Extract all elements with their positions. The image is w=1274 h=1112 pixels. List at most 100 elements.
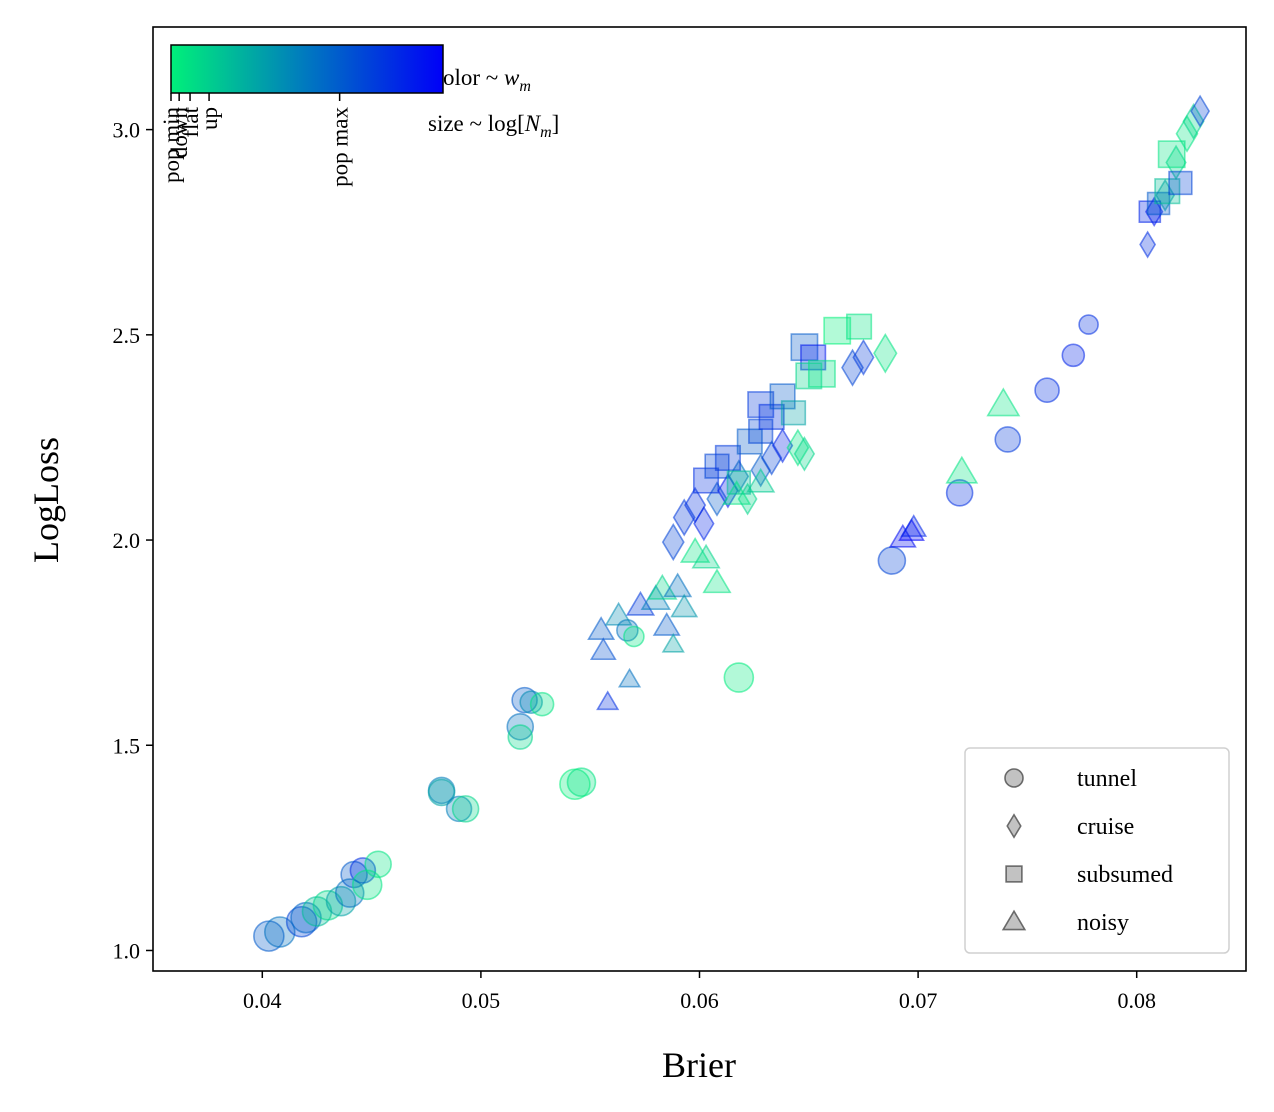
size-annotation-math: N <box>524 111 542 136</box>
data-point-diamond <box>1175 114 1199 153</box>
data-point-triangle <box>679 536 711 563</box>
data-point-square <box>780 400 807 426</box>
data-point-circle <box>945 479 974 507</box>
data-point-square <box>823 316 852 345</box>
legend-label: noisy <box>1077 910 1129 936</box>
y-tick-label: 3.0 <box>113 118 141 143</box>
data-point-triangle <box>746 467 776 493</box>
legend: tunnel cruise subsumed noisy <box>964 747 1230 954</box>
data-point-triangle <box>604 601 633 626</box>
legend-label: subsumed <box>1077 862 1173 888</box>
legend-marker-square <box>1005 865 1023 883</box>
data-point-square <box>1154 178 1181 205</box>
legend-marker-circle <box>1004 768 1024 788</box>
x-tick-label: 0.08 <box>1117 988 1156 1013</box>
data-point-diamond <box>672 498 696 537</box>
data-point-circle <box>566 767 597 798</box>
data-point-circle <box>623 625 645 648</box>
data-point-triangle <box>986 387 1021 417</box>
data-point-diamond <box>706 481 728 517</box>
data-point-triangle <box>900 514 928 537</box>
size-annotation-suffix: ] <box>552 111 560 136</box>
data-point-circle <box>1061 343 1086 368</box>
data-point-diamond <box>760 440 783 476</box>
data-point-triangle <box>596 690 620 711</box>
data-point-triangle <box>587 616 616 640</box>
data-point-triangle <box>702 568 732 594</box>
data-point-circle <box>445 795 473 823</box>
colorbar-gradient <box>170 44 444 94</box>
legend-box <box>964 747 1230 954</box>
data-point-circle <box>427 778 456 807</box>
data-point-square <box>714 444 741 472</box>
colorbar-tick-label: up <box>197 107 222 130</box>
data-point-circle <box>723 662 755 693</box>
legend-marker-diamond <box>1006 813 1022 839</box>
x-tick-label: 0.04 <box>243 988 282 1013</box>
size-annotation-prefix: size ~ log[ <box>428 111 525 136</box>
x-tick-label: 0.06 <box>680 988 719 1013</box>
data-point-circle <box>507 724 534 750</box>
colorbar-size-annotation: size ~ log[Nm] <box>428 111 559 141</box>
data-point-diamond <box>693 505 715 542</box>
data-point-diamond <box>873 332 898 374</box>
data-point-diamond <box>841 348 864 387</box>
data-points <box>253 94 1211 952</box>
colorbar-tick-label: flat <box>178 106 203 137</box>
data-point-triangle <box>945 455 979 484</box>
data-point-triangle <box>589 637 617 661</box>
x-axis-label: Brier <box>662 1045 736 1085</box>
data-point-triangle <box>663 572 693 598</box>
data-point-square <box>1157 140 1186 169</box>
y-axis-ticks: 1.0 1.5 2.0 2.5 3.0 <box>113 118 153 963</box>
data-point-square <box>807 359 836 388</box>
data-point-diamond <box>771 427 794 464</box>
data-point-triangle <box>617 667 642 688</box>
data-point-circle <box>529 691 555 717</box>
legend-label: tunnel <box>1077 766 1137 792</box>
data-point-triangle <box>722 480 752 505</box>
data-point-square <box>748 418 774 444</box>
data-point-square <box>693 467 720 494</box>
data-point-circle <box>364 850 392 879</box>
y-tick-label: 2.5 <box>113 323 141 348</box>
data-point-circle <box>1078 314 1099 335</box>
color-annotation-sub: m <box>519 78 531 95</box>
y-tick-label: 1.5 <box>113 733 141 758</box>
data-point-diamond <box>661 523 685 562</box>
legend-marker-triangle <box>1001 909 1027 931</box>
data-point-square <box>1138 200 1162 223</box>
colorbar-tick-label: pop max <box>328 107 353 187</box>
data-point-diamond <box>1190 94 1211 128</box>
data-point-circle <box>325 885 357 917</box>
data-point-square <box>790 333 819 362</box>
legend-label: cruise <box>1077 814 1134 840</box>
data-point-triangle <box>661 632 685 653</box>
colorbar-tick-label: pop min <box>159 107 184 184</box>
data-point-diamond <box>793 436 816 472</box>
data-point-diamond <box>852 338 875 376</box>
data-point-triangle <box>670 593 699 618</box>
y-axis-label: LogLoss <box>26 437 66 563</box>
color-annotation-math: w <box>504 65 520 90</box>
data-point-circle <box>285 905 318 938</box>
data-point-square <box>736 428 763 455</box>
data-point-triangle <box>652 612 681 636</box>
data-point-circle <box>877 546 907 575</box>
x-tick-label: 0.07 <box>899 988 938 1013</box>
data-point-diamond <box>1182 102 1205 140</box>
data-point-circle <box>506 712 535 741</box>
x-tick-label: 0.05 <box>462 988 501 1013</box>
y-tick-label: 2.0 <box>113 528 141 553</box>
size-annotation-sub: m <box>540 124 552 141</box>
data-point-square <box>704 453 730 479</box>
data-point-diamond <box>1139 230 1157 259</box>
x-axis-ticks: 0.04 0.05 0.06 0.07 0.08 <box>243 971 1156 1013</box>
color-annotation-prefix: olor ~ <box>443 65 504 90</box>
data-point-square <box>769 383 796 410</box>
data-point-square <box>1168 170 1193 196</box>
y-tick-label: 1.0 <box>113 938 141 963</box>
data-point-circle <box>994 426 1022 453</box>
data-point-square <box>846 313 873 340</box>
